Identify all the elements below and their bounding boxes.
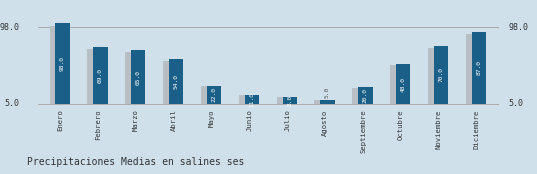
Bar [321, 100, 335, 104]
Bar [472, 32, 486, 104]
Bar [169, 59, 183, 104]
Text: 48.0: 48.0 [401, 77, 406, 92]
Text: 22.0: 22.0 [212, 87, 216, 102]
Bar [282, 97, 297, 104]
Bar [49, 26, 67, 104]
Text: 98.0: 98.0 [509, 23, 528, 32]
Bar [93, 47, 107, 104]
Bar [358, 87, 373, 104]
Text: 54.0: 54.0 [173, 74, 179, 89]
Text: 98.0: 98.0 [0, 23, 19, 32]
Text: 11.0: 11.0 [249, 92, 255, 107]
Bar [201, 86, 218, 104]
Bar [434, 46, 448, 104]
Text: 5.0: 5.0 [509, 99, 524, 108]
Bar [163, 61, 180, 104]
Bar [315, 100, 331, 104]
Text: 20.0: 20.0 [363, 88, 368, 103]
Bar [466, 34, 483, 104]
Text: 5.0: 5.0 [325, 87, 330, 98]
Text: Precipitaciones Medias en salines ses: Precipitaciones Medias en salines ses [27, 157, 244, 167]
Text: 98.0: 98.0 [60, 56, 65, 71]
Bar [88, 49, 104, 104]
Bar [55, 23, 70, 104]
Text: 8.0: 8.0 [287, 95, 292, 106]
Bar [396, 64, 410, 104]
Bar [352, 88, 369, 104]
Text: 70.0: 70.0 [439, 68, 444, 82]
Bar [277, 97, 294, 104]
Bar [239, 95, 256, 104]
Text: 69.0: 69.0 [98, 68, 103, 83]
Text: 87.0: 87.0 [476, 61, 482, 76]
Text: 5.0: 5.0 [4, 99, 19, 108]
Bar [428, 48, 445, 104]
Bar [131, 50, 146, 104]
Bar [125, 52, 142, 104]
Bar [207, 86, 221, 104]
Bar [245, 95, 259, 104]
Text: 65.0: 65.0 [136, 70, 141, 85]
Bar [390, 65, 407, 104]
